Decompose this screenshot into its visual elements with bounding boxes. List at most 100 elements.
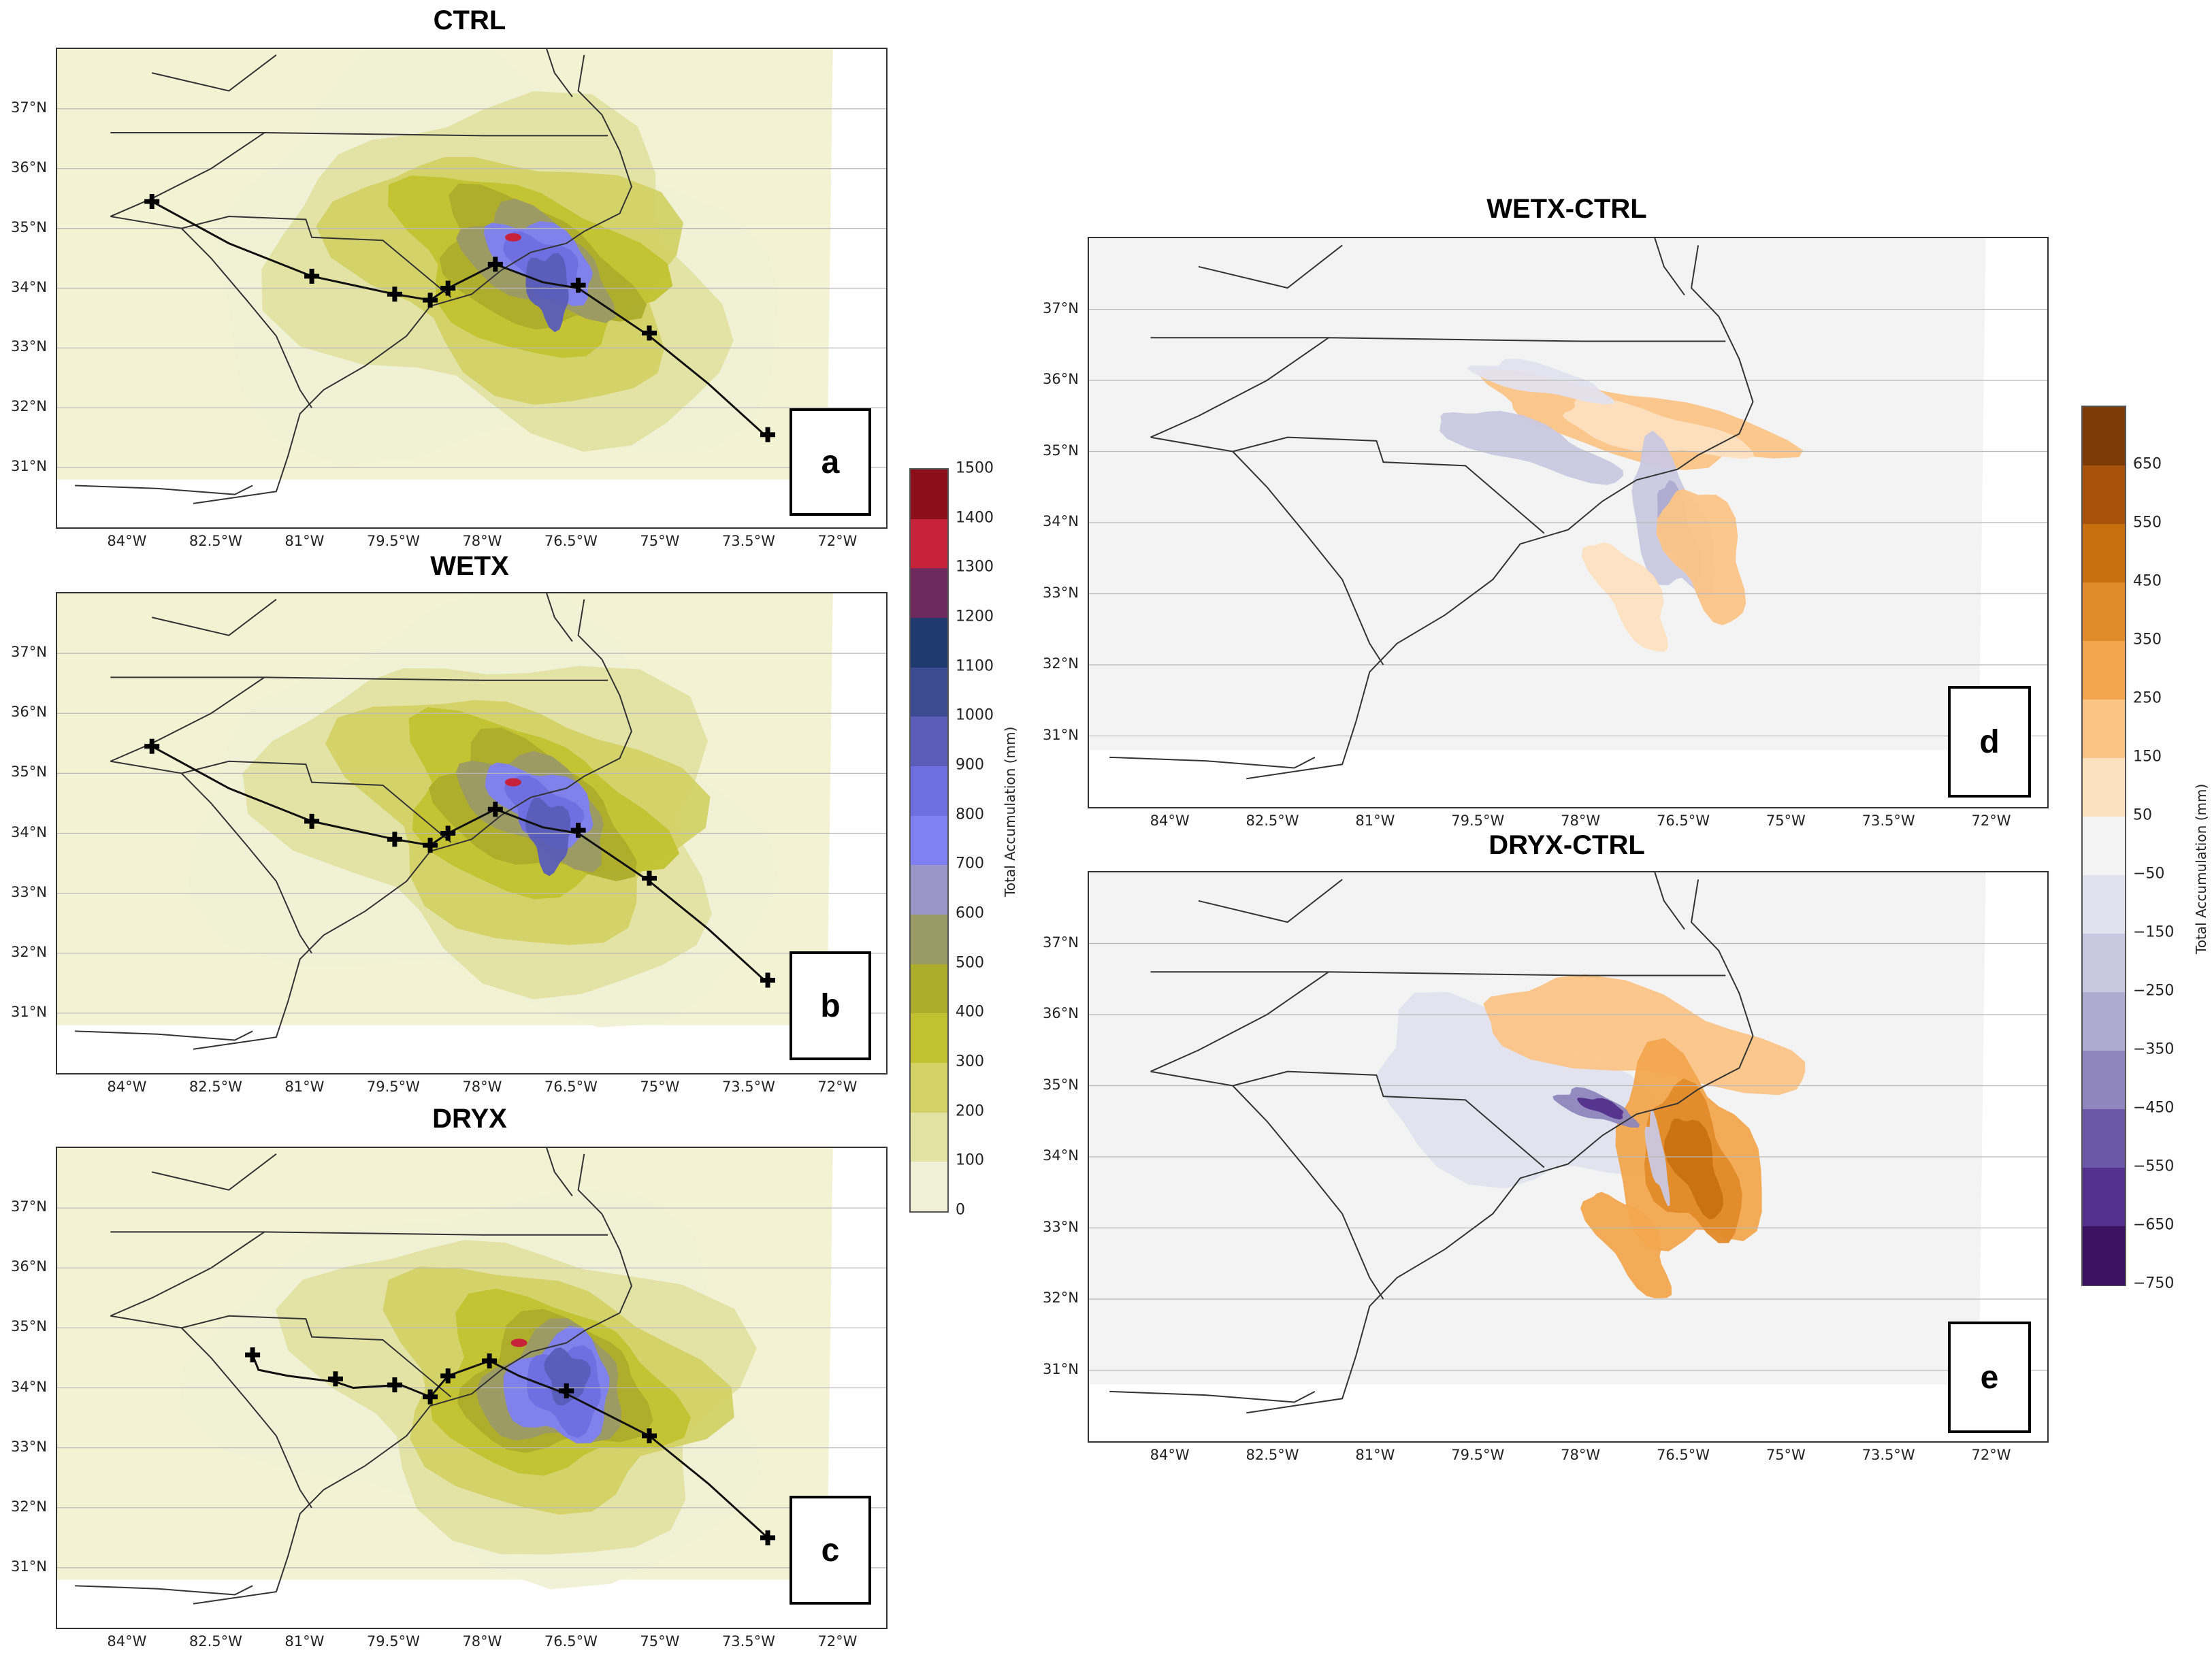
- colorbar-segment: [2083, 524, 2125, 583]
- colorbar-segment: [2083, 934, 2125, 993]
- colorbar-segment: [911, 717, 947, 767]
- contour-region: [1644, 1109, 1670, 1207]
- boundary-line: [193, 54, 632, 504]
- track-marker: [570, 278, 586, 293]
- lat-tick-label: 33°N: [11, 883, 47, 900]
- map-svg: [57, 1148, 886, 1605]
- colorbar-tick-label: 150: [2133, 748, 2162, 766]
- lon-tick-label: 79.5°W: [366, 1633, 420, 1650]
- colorbar-tick-label: 1300: [956, 558, 994, 576]
- boundary-line: [1198, 879, 1343, 923]
- track-marker: [327, 1371, 343, 1387]
- colorbar-segment: [911, 667, 947, 717]
- colorbar-segment: [911, 766, 947, 817]
- colorbar-tick-label: −650: [2133, 1216, 2175, 1234]
- map-svg: [1089, 238, 2047, 780]
- lon-tick-label: 73.5°W: [721, 1079, 775, 1095]
- boundary-line: [151, 54, 277, 92]
- colorbar-tick-label: −250: [2133, 982, 2175, 1000]
- colorbar-segment: [2083, 1226, 2125, 1285]
- panel-letter-e: e: [1948, 1322, 2031, 1433]
- contour-region: [1562, 396, 1755, 459]
- boundary-line: [1232, 450, 1384, 666]
- contour-region: [1576, 1097, 1624, 1120]
- colorbar-tick-label: −150: [2133, 923, 2175, 941]
- colorbar-tick-label: 1000: [956, 706, 994, 724]
- boundary-line: [180, 227, 312, 408]
- contour-region: [1483, 974, 1806, 1096]
- boundary-line: [193, 599, 632, 1050]
- lat-tick-label: 33°N: [1043, 1218, 1079, 1235]
- colorbar-accumulation-label: Total Accumulation (mm): [1002, 726, 1018, 897]
- lat-tick-label: 36°N: [1043, 1005, 1079, 1021]
- lat-tick-label: 35°N: [11, 1318, 47, 1335]
- colorbar-difference-label: Total Accumulation (mm): [2193, 783, 2209, 954]
- lon-tick-label: 84°W: [1150, 1447, 1190, 1463]
- colorbar-segment: [2083, 758, 2125, 817]
- lon-tick-label: 75°W: [640, 1079, 680, 1095]
- track-marker: [570, 823, 586, 838]
- lon-tick-label: 82.5°W: [1246, 813, 1299, 829]
- colorbar-segment: [911, 568, 947, 619]
- colorbar-tick-label: 800: [956, 806, 984, 823]
- lat-tick-label: 34°N: [1043, 513, 1079, 529]
- colorbar-segment: [2083, 1051, 2125, 1110]
- lon-tick-label: 79.5°W: [366, 1079, 420, 1095]
- boundary-line: [193, 1153, 632, 1605]
- track-marker: [559, 1383, 574, 1398]
- storm-track: [251, 1354, 769, 1539]
- track-marker: [440, 280, 456, 296]
- lon-tick-label: 78°W: [462, 1633, 502, 1650]
- colorbar-tick-label: 450: [2133, 572, 2162, 590]
- boundary-line: [1232, 1085, 1384, 1300]
- contour-region: [525, 252, 569, 333]
- lat-tick-label: 32°N: [1043, 1290, 1079, 1306]
- boundary-line: [180, 772, 312, 954]
- colorbar-tick-label: −550: [2133, 1158, 2175, 1175]
- lon-tick-label: 84°W: [1150, 813, 1190, 829]
- colorbar-segment: [2083, 1109, 2125, 1168]
- max-accumulation-core: [504, 233, 521, 242]
- lon-tick-label: 75°W: [1766, 813, 1806, 829]
- track-marker: [642, 325, 657, 341]
- colorbar-segment: [911, 964, 947, 1014]
- colorbar-tick-label: 700: [956, 855, 984, 872]
- lon-tick-label: 79.5°W: [366, 533, 420, 549]
- colorbar-difference: [2081, 406, 2126, 1286]
- lon-tick-label: 82.5°W: [189, 533, 242, 549]
- track-marker: [423, 1389, 438, 1405]
- colorbar-tick-label: 1400: [956, 509, 994, 527]
- boundary-line: [1246, 879, 1754, 1414]
- lat-tick-label: 36°N: [11, 704, 47, 721]
- lon-tick-label: 76.5°W: [1656, 1447, 1710, 1463]
- track-marker: [482, 1353, 498, 1368]
- boundary-line: [151, 599, 277, 636]
- colorbar-segment: [911, 1063, 947, 1113]
- lat-tick-label: 33°N: [11, 1438, 47, 1455]
- boundary-line: [110, 676, 608, 681]
- track-marker: [245, 1347, 261, 1363]
- track-marker: [642, 1428, 657, 1443]
- lat-tick-label: 34°N: [1043, 1147, 1079, 1164]
- colorbar-tick-label: 1100: [956, 657, 994, 675]
- lat-tick-label: 31°N: [11, 458, 47, 475]
- contour-region: [1580, 1192, 1672, 1298]
- colorbar-segment: [2083, 407, 2125, 466]
- lat-tick-label: 37°N: [11, 1198, 47, 1215]
- boundary-line: [1150, 1070, 1545, 1168]
- boundary-line: [1150, 337, 1726, 342]
- colorbar-tick-label: −450: [2133, 1099, 2175, 1117]
- colorbar-tick-label: 600: [956, 904, 984, 922]
- colorbar-segment: [911, 815, 947, 866]
- contour-region: [1467, 359, 1615, 405]
- lat-tick-label: 34°N: [11, 278, 47, 295]
- lon-tick-label: 81°W: [284, 533, 325, 549]
- panel-title: WETX: [430, 551, 509, 581]
- contour-region: [1440, 410, 1624, 485]
- lon-tick-label: 73.5°W: [721, 1633, 775, 1650]
- boundary-line: [110, 132, 265, 217]
- panel-title: DRYX-CTRL: [1489, 830, 1645, 860]
- lon-tick-label: 79.5°W: [1451, 813, 1505, 829]
- boundary-line: [1198, 244, 1343, 289]
- lat-tick-label: 36°N: [1043, 371, 1079, 387]
